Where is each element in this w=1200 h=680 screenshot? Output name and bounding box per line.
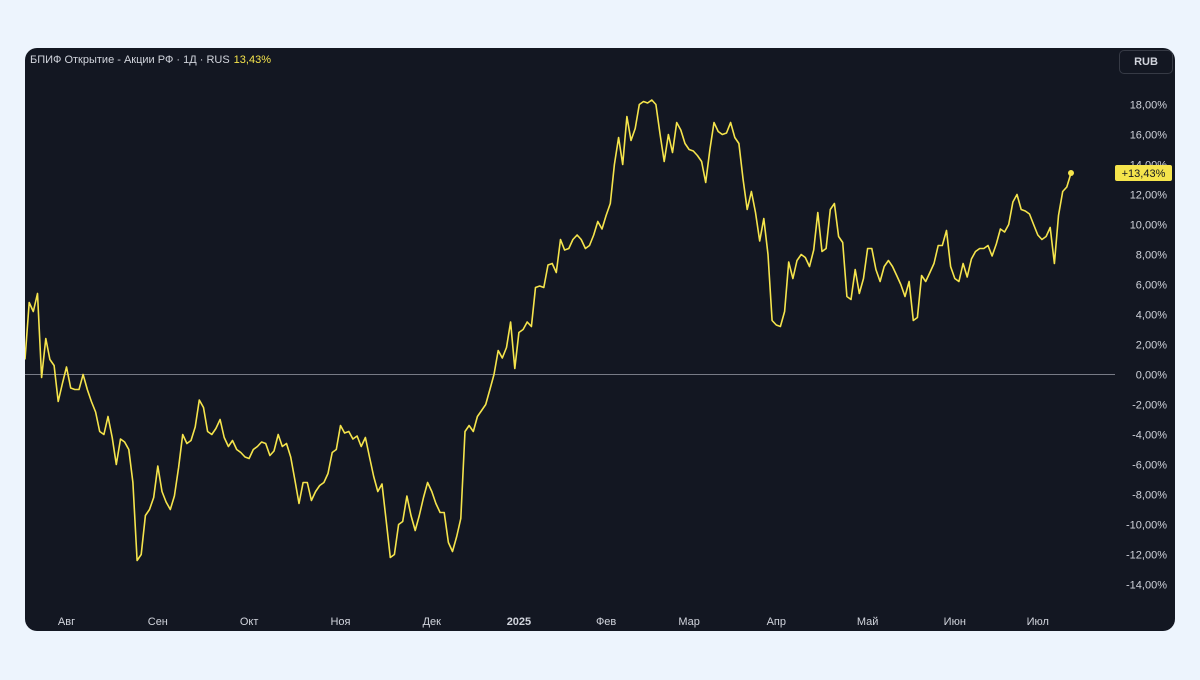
y-tick-label: -12,00% xyxy=(1126,550,1167,562)
line-chart[interactable]: -14,00% -12,00% -10,00% -8,00% -6,00% -4,00% -… xyxy=(25,48,1175,631)
x-tick-label: Сен xyxy=(148,616,168,628)
x-tick-label: Мар xyxy=(678,616,700,628)
series-line xyxy=(25,99,1072,562)
y-tick-label: -8,00% xyxy=(1132,490,1167,502)
y-tick-label: 12,00% xyxy=(1130,190,1168,202)
last-value-badge xyxy=(1115,165,1172,182)
x-tick-label: Фев xyxy=(596,616,616,628)
y-tick-label: 0,00% xyxy=(1136,370,1167,382)
y-tick-label: 8,00% xyxy=(1136,250,1167,262)
y-tick-label: -10,00% xyxy=(1126,520,1167,532)
y-tick-label: 2,00% xyxy=(1136,340,1167,352)
last-point-marker xyxy=(1068,170,1074,177)
x-tick-label: Окт xyxy=(240,616,259,628)
y-tick-label: 4,00% xyxy=(1136,310,1167,322)
y-tick-label: -14,00% xyxy=(1126,580,1167,592)
chart-legend: БПИФ Открытие - Акции РФ · 1Д · RUS 13,43… xyxy=(30,54,271,66)
y-tick-label: 18,00% xyxy=(1130,100,1168,112)
y-tick-label: 10,00% xyxy=(1130,220,1168,232)
y-tick-label: 6,00% xyxy=(1136,280,1167,292)
x-tick-label: Май xyxy=(857,616,879,628)
legend-change: 13,43% xyxy=(233,54,271,66)
y-tick-label: -4,00% xyxy=(1132,430,1167,442)
x-tick-label: Ноя xyxy=(330,616,350,628)
x-tick-label: Апр xyxy=(767,616,786,628)
x-tick-label: Авг xyxy=(58,616,75,628)
y-tick-label: 16,00% xyxy=(1130,130,1168,142)
currency-button[interactable]: RUB xyxy=(1119,50,1173,74)
x-tick-label: 2025 xyxy=(507,616,531,628)
legend-title: БПИФ Открытие - Акции РФ · 1Д · RUS xyxy=(30,54,230,66)
x-tick-label: Июл xyxy=(1027,616,1049,628)
y-tick-label: -6,00% xyxy=(1132,460,1167,472)
last-value-label: +13,43% xyxy=(1122,168,1166,180)
chart-panel: -14,00% -12,00% -10,00% -8,00% -6,00% -4,00% -… xyxy=(25,48,1175,631)
x-tick-label: Июн xyxy=(944,616,966,628)
y-tick-label: -2,00% xyxy=(1132,400,1167,412)
x-tick-label: Дек xyxy=(423,616,442,628)
